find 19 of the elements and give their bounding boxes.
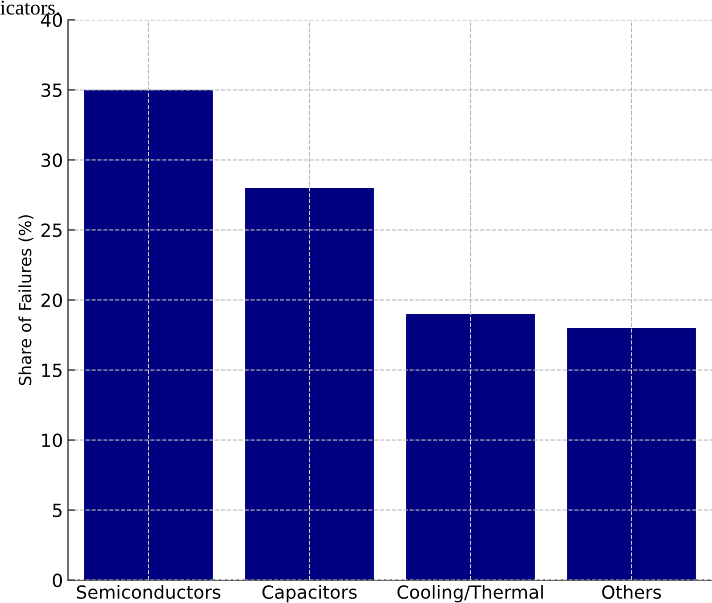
y-tick-label: 40: [41, 13, 62, 28]
x-tick-label: Cooling/Thermal: [397, 584, 543, 602]
x-tick-label: Others: [602, 584, 661, 599]
bar: [84, 90, 213, 580]
bar: [567, 328, 696, 580]
x-tick-label: Semiconductors: [76, 584, 220, 599]
y-tick-label: 0: [52, 574, 62, 588]
y-tick-label: 25: [41, 223, 62, 238]
bar: [406, 314, 535, 580]
y-tick-label: 30: [42, 153, 62, 168]
y-tick-label: 5: [53, 504, 62, 518]
y-tick-label: 15: [42, 364, 62, 378]
x-tick-label: Capacitors: [262, 584, 357, 602]
text: icators.: [0, 0, 60, 15]
y-tick-label: 10: [42, 434, 62, 448]
y-tick-label: 35: [42, 83, 62, 98]
bar: [245, 188, 374, 580]
y-axis-title: Share of Failures (%): [18, 215, 34, 386]
y-tick-label: 20: [41, 293, 62, 308]
